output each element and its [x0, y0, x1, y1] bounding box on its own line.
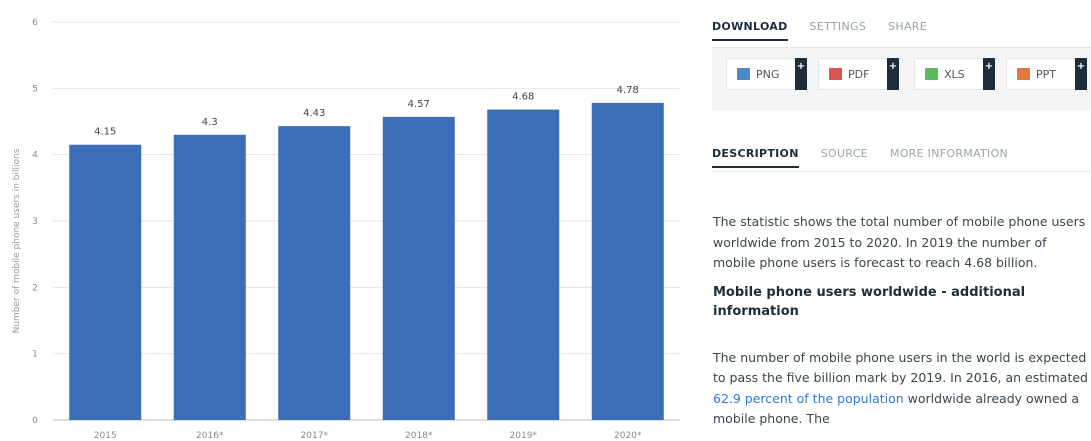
xls-label: XLS	[944, 67, 965, 81]
paragraph-text-end: worldwide already owned a mobile phone. …	[713, 390, 1080, 427]
bar	[173, 134, 246, 420]
chart-panel: 0 1 2 3 4 5 6 Number of mobile phone users in b…	[12, 18, 680, 441]
description-paragraph: The statistic shows the total number of …	[713, 214, 1086, 270]
x-tick-label: 2015	[94, 431, 117, 441]
tab-settings[interactable]: SETTINGS	[809, 20, 867, 33]
y-tick-label: 0	[32, 416, 38, 426]
bar	[69, 144, 142, 420]
x-tick-label: 2017*	[301, 431, 329, 441]
xls-file-icon	[925, 68, 938, 80]
data-label: 4.15	[94, 127, 116, 138]
pdf-download-button[interactable]: PDF +	[818, 58, 899, 90]
data-label: 4.57	[408, 99, 430, 110]
population-link[interactable]: 62.9 percent of the population	[713, 390, 904, 406]
x-tick-label: 2016*	[196, 431, 224, 441]
xls-plus-button[interactable]: +	[983, 58, 995, 90]
tab-source[interactable]: SOURCE	[820, 147, 868, 160]
tab-divider	[712, 171, 1091, 172]
y-tick-label: 1	[32, 350, 38, 360]
additional-info-paragraph: The number of mobile phone users in the …	[713, 348, 1091, 430]
data-label: 4.3	[202, 117, 218, 128]
xls-download-button[interactable]: XLS +	[914, 58, 995, 90]
data-label: 4.78	[617, 85, 639, 96]
y-tick-label: 5	[32, 84, 38, 94]
tab-description[interactable]: DESCRIPTION	[712, 147, 799, 168]
ppt-plus-button[interactable]: +	[1075, 58, 1087, 90]
data-label: 4.68	[512, 92, 534, 103]
description-body: The statistic shows the total number of …	[713, 212, 1091, 430]
ppt-download-button[interactable]: PPT +	[1006, 58, 1087, 90]
bar-chart: 0 1 2 3 4 5 6 Number of mobile phone users in b…	[12, 18, 680, 441]
additional-info-heading: Mobile phone users worldwide - additiona…	[713, 284, 1026, 320]
png-plus-button[interactable]: +	[795, 58, 807, 90]
x-tick-label: 2020*	[614, 431, 642, 441]
data-label: 4.43	[303, 108, 325, 119]
bar	[278, 126, 351, 420]
y-tick-label: 2	[32, 283, 38, 293]
download-button-bar: PNG + PDF + XLS + PPT +	[712, 47, 1091, 110]
ppt-file-icon	[1017, 68, 1030, 80]
png-image-icon	[737, 68, 750, 80]
bar	[487, 109, 560, 420]
y-tick-label: 3	[32, 217, 38, 227]
png-download-button[interactable]: PNG +	[726, 58, 807, 90]
pdf-label: PDF	[848, 67, 870, 81]
tab-more-information[interactable]: MORE INFORMATION	[889, 147, 1009, 160]
pdf-plus-button[interactable]: +	[887, 58, 899, 90]
png-label: PNG	[756, 67, 780, 81]
y-tick-label: 6	[32, 18, 38, 28]
info-tabs: DESCRIPTION SOURCE MORE INFORMATION	[712, 147, 1008, 168]
bar	[591, 102, 664, 420]
ppt-label: PPT	[1036, 67, 1056, 81]
paragraph-text: The number of mobile phone users in the …	[713, 349, 1088, 386]
y-tick-label: 4	[32, 151, 38, 161]
tab-share[interactable]: SHARE	[888, 20, 927, 33]
download-tabs: DOWNLOAD SETTINGS SHARE	[712, 20, 927, 41]
y-axis-label: Number of mobile phone users in billions	[12, 148, 22, 333]
pdf-file-icon	[829, 68, 842, 80]
side-panel: DOWNLOAD SETTINGS SHARE PNG + PDF + XLS …	[712, 0, 1091, 441]
bar	[382, 116, 455, 421]
x-tick-label: 2019*	[510, 431, 538, 441]
x-tick-label: 2018*	[405, 431, 433, 441]
tab-download[interactable]: DOWNLOAD	[712, 20, 788, 41]
